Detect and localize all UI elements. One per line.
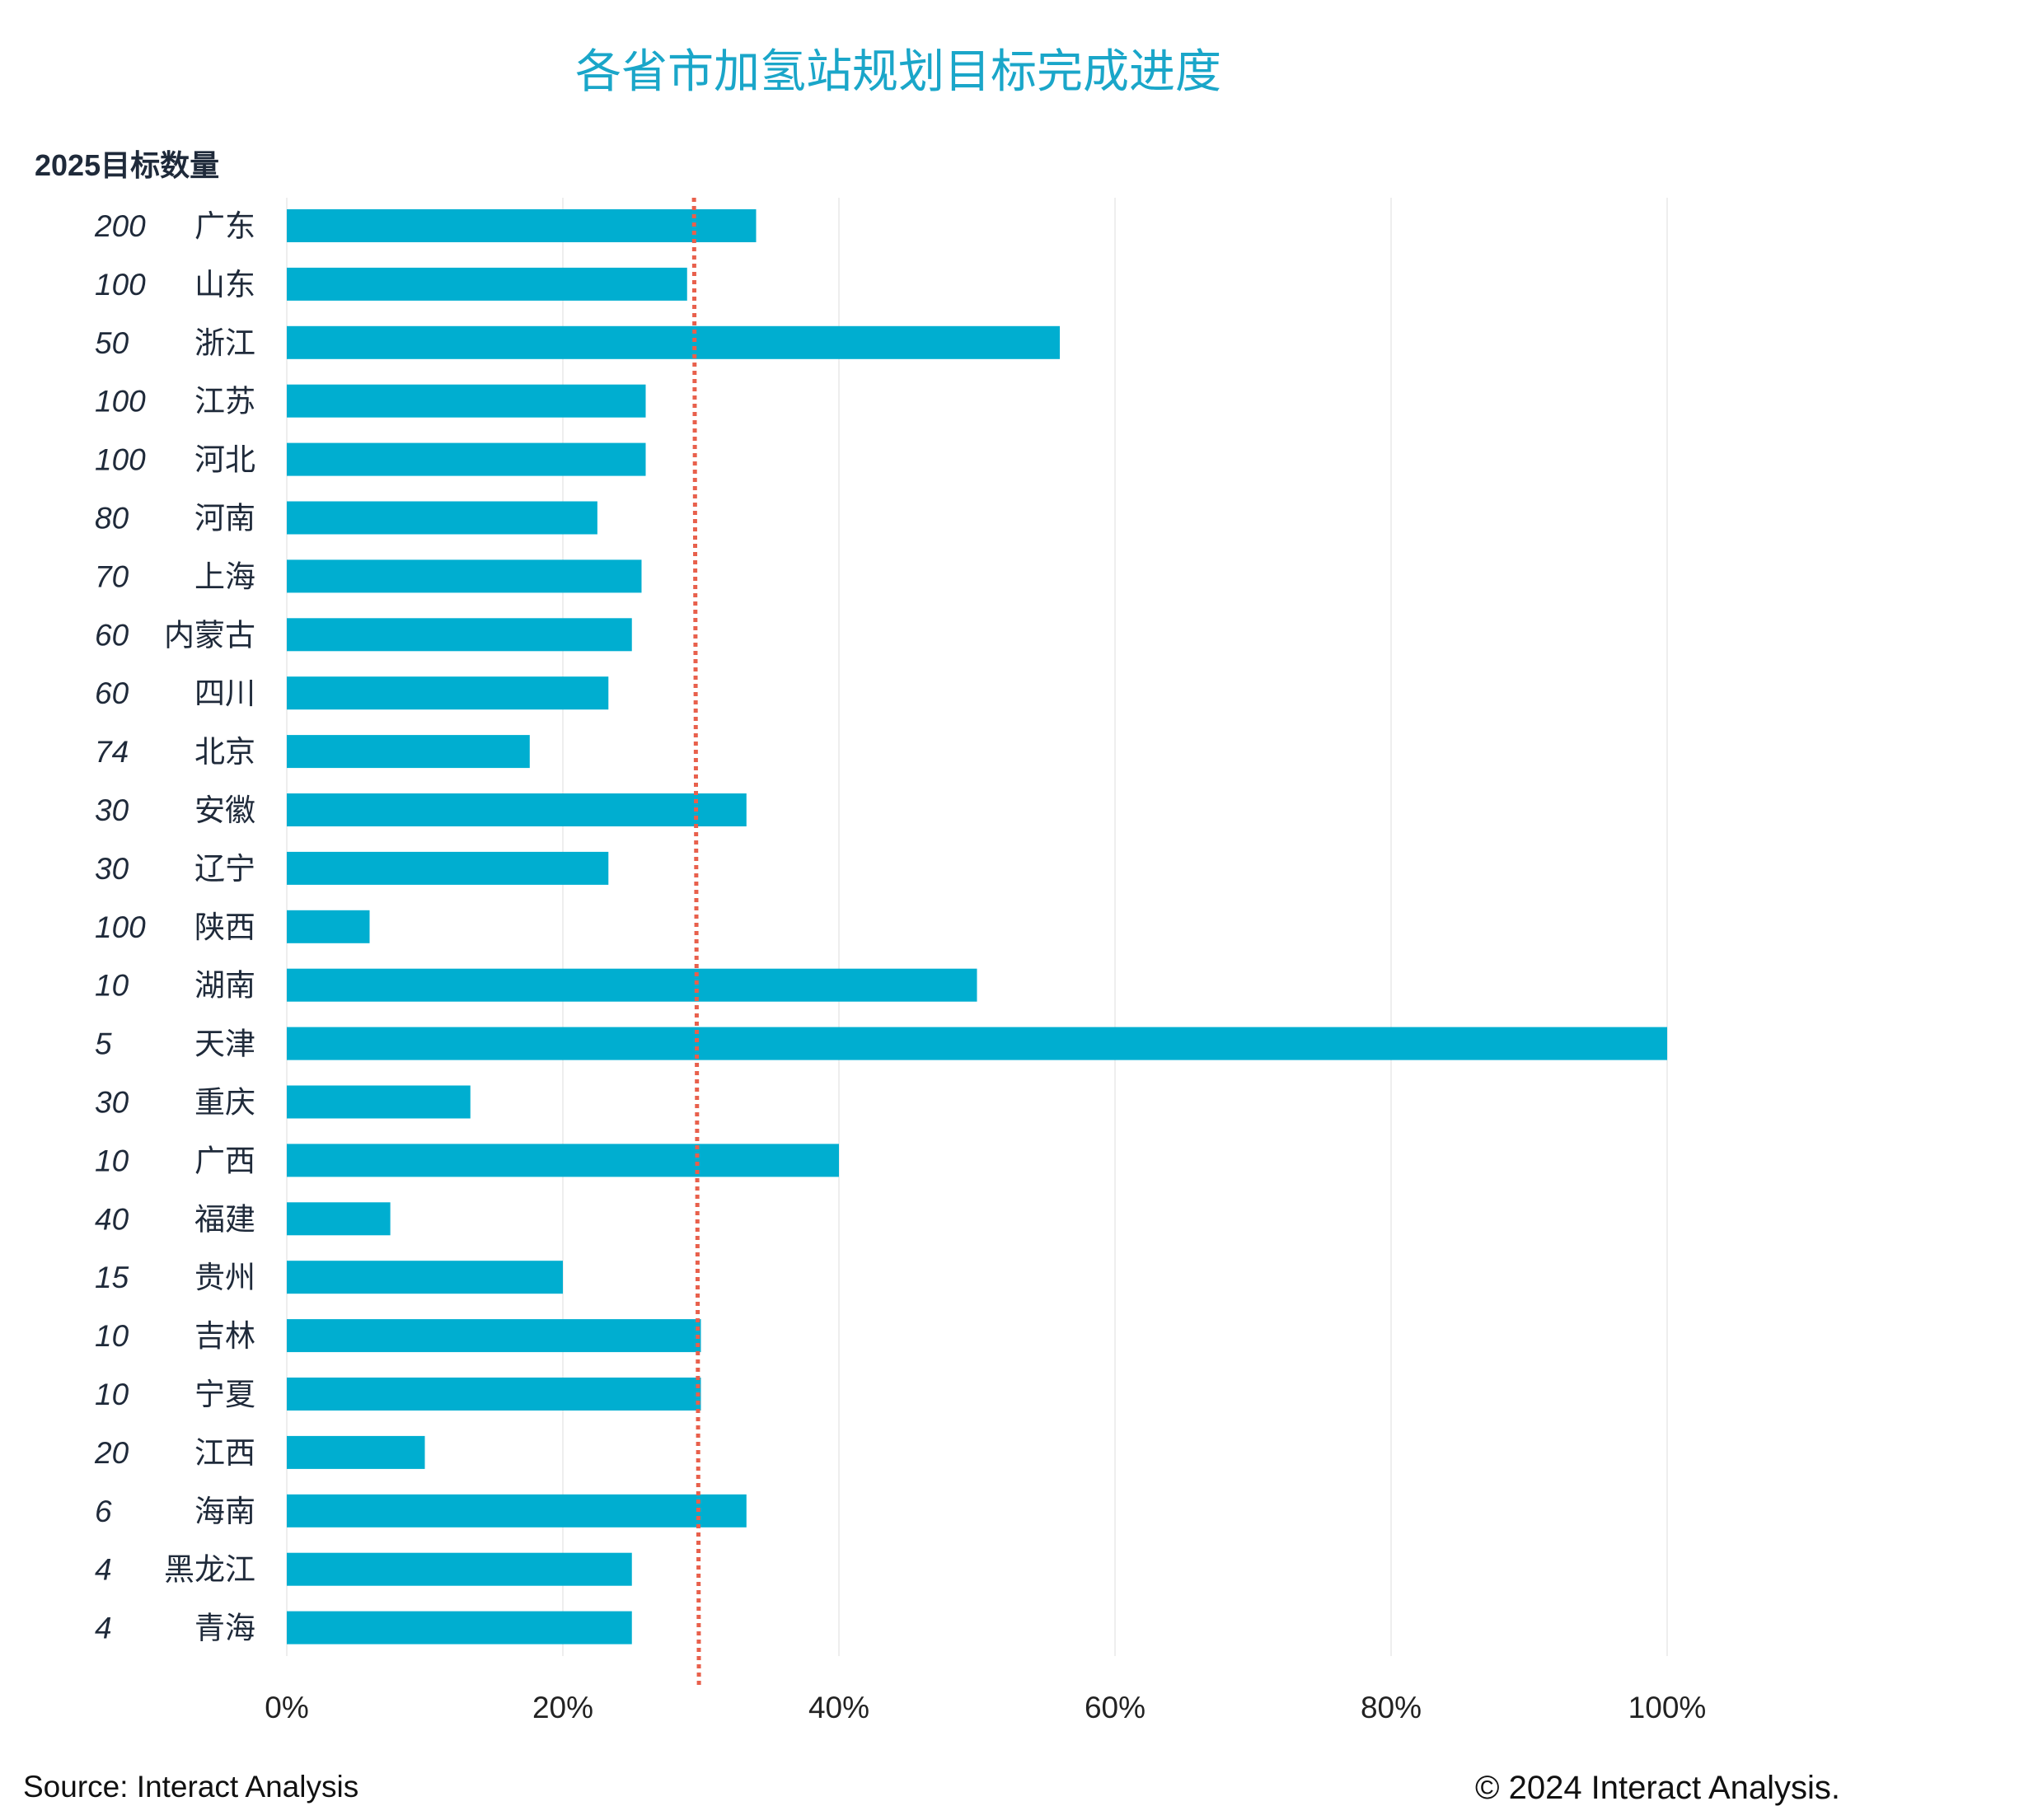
bar — [287, 1319, 701, 1353]
bar — [287, 968, 977, 1002]
bar — [287, 1085, 471, 1119]
x-tick-label: 100% — [1628, 1691, 1707, 1724]
target-count-label: 70 — [95, 559, 129, 593]
province-label: 重庆 — [194, 1085, 255, 1121]
x-tick-label: 60% — [1085, 1691, 1146, 1724]
province-label: 浙江 — [194, 325, 255, 361]
target-count-label: 80 — [95, 502, 129, 536]
bar — [287, 325, 1060, 359]
province-label: 四川 — [194, 676, 255, 711]
bar — [287, 1552, 632, 1586]
bar — [287, 793, 747, 826]
bar — [287, 676, 609, 710]
target-count-label: 200 — [94, 209, 146, 243]
province-label: 湖南 — [194, 968, 255, 1004]
target-count-label: 74 — [95, 735, 129, 769]
province-label: 江苏 — [194, 384, 255, 419]
source-note: Source: Interact Analysis — [23, 1770, 359, 1804]
bar — [287, 1202, 391, 1236]
target-count-label: 60 — [95, 618, 129, 652]
bars — [287, 209, 1667, 1645]
province-label: 广西 — [194, 1143, 255, 1178]
province-label: 陕西 — [194, 910, 255, 945]
target-count-label: 6 — [95, 1495, 112, 1528]
target-count-label: 10 — [95, 1378, 129, 1411]
target-count-label: 60 — [95, 676, 129, 710]
bar — [287, 735, 530, 769]
target-count-label: 50 — [95, 326, 129, 360]
province-label: 青海 — [194, 1611, 255, 1646]
bar — [287, 1435, 425, 1469]
target-count-label: 4 — [95, 1553, 112, 1587]
target-count-label: 10 — [95, 1144, 129, 1177]
target-count-header: 2025目标数量 — [35, 148, 220, 182]
province-label: 宁夏 — [194, 1377, 255, 1412]
bar — [287, 501, 597, 535]
bar — [287, 1261, 563, 1294]
target-count-label: 30 — [95, 793, 129, 827]
province-label: 上海 — [194, 559, 255, 594]
target-count-label: 100 — [95, 910, 146, 944]
province-label: 海南 — [194, 1494, 255, 1529]
target-count-label: 30 — [95, 852, 129, 886]
bar — [287, 559, 642, 593]
copyright-note: © 2024 Interact Analysis. — [1475, 1770, 1841, 1806]
province-label: 北京 — [194, 734, 255, 770]
target-count-label: 20 — [94, 1436, 129, 1470]
x-axis-ticks: 0% 20% 40% 60% 80% 100% — [265, 1691, 1706, 1724]
target-count-label: 100 — [95, 443, 146, 477]
target-count-label: 15 — [95, 1261, 129, 1294]
reference-line — [691, 197, 701, 1690]
province-label: 贵州 — [194, 1260, 255, 1295]
province-label: 河南 — [194, 501, 255, 536]
target-count-label: 100 — [95, 385, 146, 419]
bar — [287, 910, 370, 943]
target-count-label: 4 — [95, 1612, 112, 1645]
x-tick-label: 0% — [265, 1691, 308, 1724]
bar — [287, 1144, 839, 1177]
province-label: 安徽 — [194, 793, 255, 828]
target-count-label: 40 — [95, 1202, 129, 1236]
x-tick-label: 20% — [532, 1691, 593, 1724]
province-label: 天津 — [194, 1027, 255, 1062]
target-count-label: 100 — [95, 268, 146, 302]
x-tick-label: 80% — [1361, 1691, 1422, 1724]
target-count-label: 5 — [95, 1027, 112, 1061]
province-label: 吉林 — [194, 1318, 255, 1354]
province-label: 广东 — [194, 208, 255, 244]
province-label: 河北 — [194, 442, 255, 478]
x-tick-label: 40% — [808, 1691, 869, 1724]
bar — [287, 1027, 1667, 1060]
bar — [287, 384, 646, 418]
bar — [287, 1611, 632, 1645]
bar — [287, 851, 609, 885]
bar — [287, 618, 632, 652]
province-label: 福建 — [194, 1201, 255, 1237]
target-count-label: 10 — [95, 969, 129, 1003]
category-labels: 200 广东 100 山东 50 浙江 100 江苏 100 河北 80 河南 70 上海 60 内蒙古 60 四… — [94, 208, 255, 1646]
target-count-label: 10 — [95, 1319, 129, 1353]
province-label: 黑龙江 — [164, 1552, 255, 1588]
bar — [287, 442, 646, 476]
reference-line-group — [691, 197, 701, 1690]
bar — [287, 267, 687, 301]
province-label: 内蒙古 — [164, 617, 255, 653]
province-label: 辽宁 — [194, 851, 255, 887]
province-label: 山东 — [194, 267, 255, 302]
bar — [287, 1494, 747, 1528]
province-label: 江西 — [194, 1435, 255, 1471]
chart-title: 各省市加氢站规划目标完成进度 — [575, 45, 1221, 97]
bar — [287, 1378, 701, 1411]
bar — [287, 209, 757, 242]
target-count-label: 30 — [95, 1086, 129, 1120]
